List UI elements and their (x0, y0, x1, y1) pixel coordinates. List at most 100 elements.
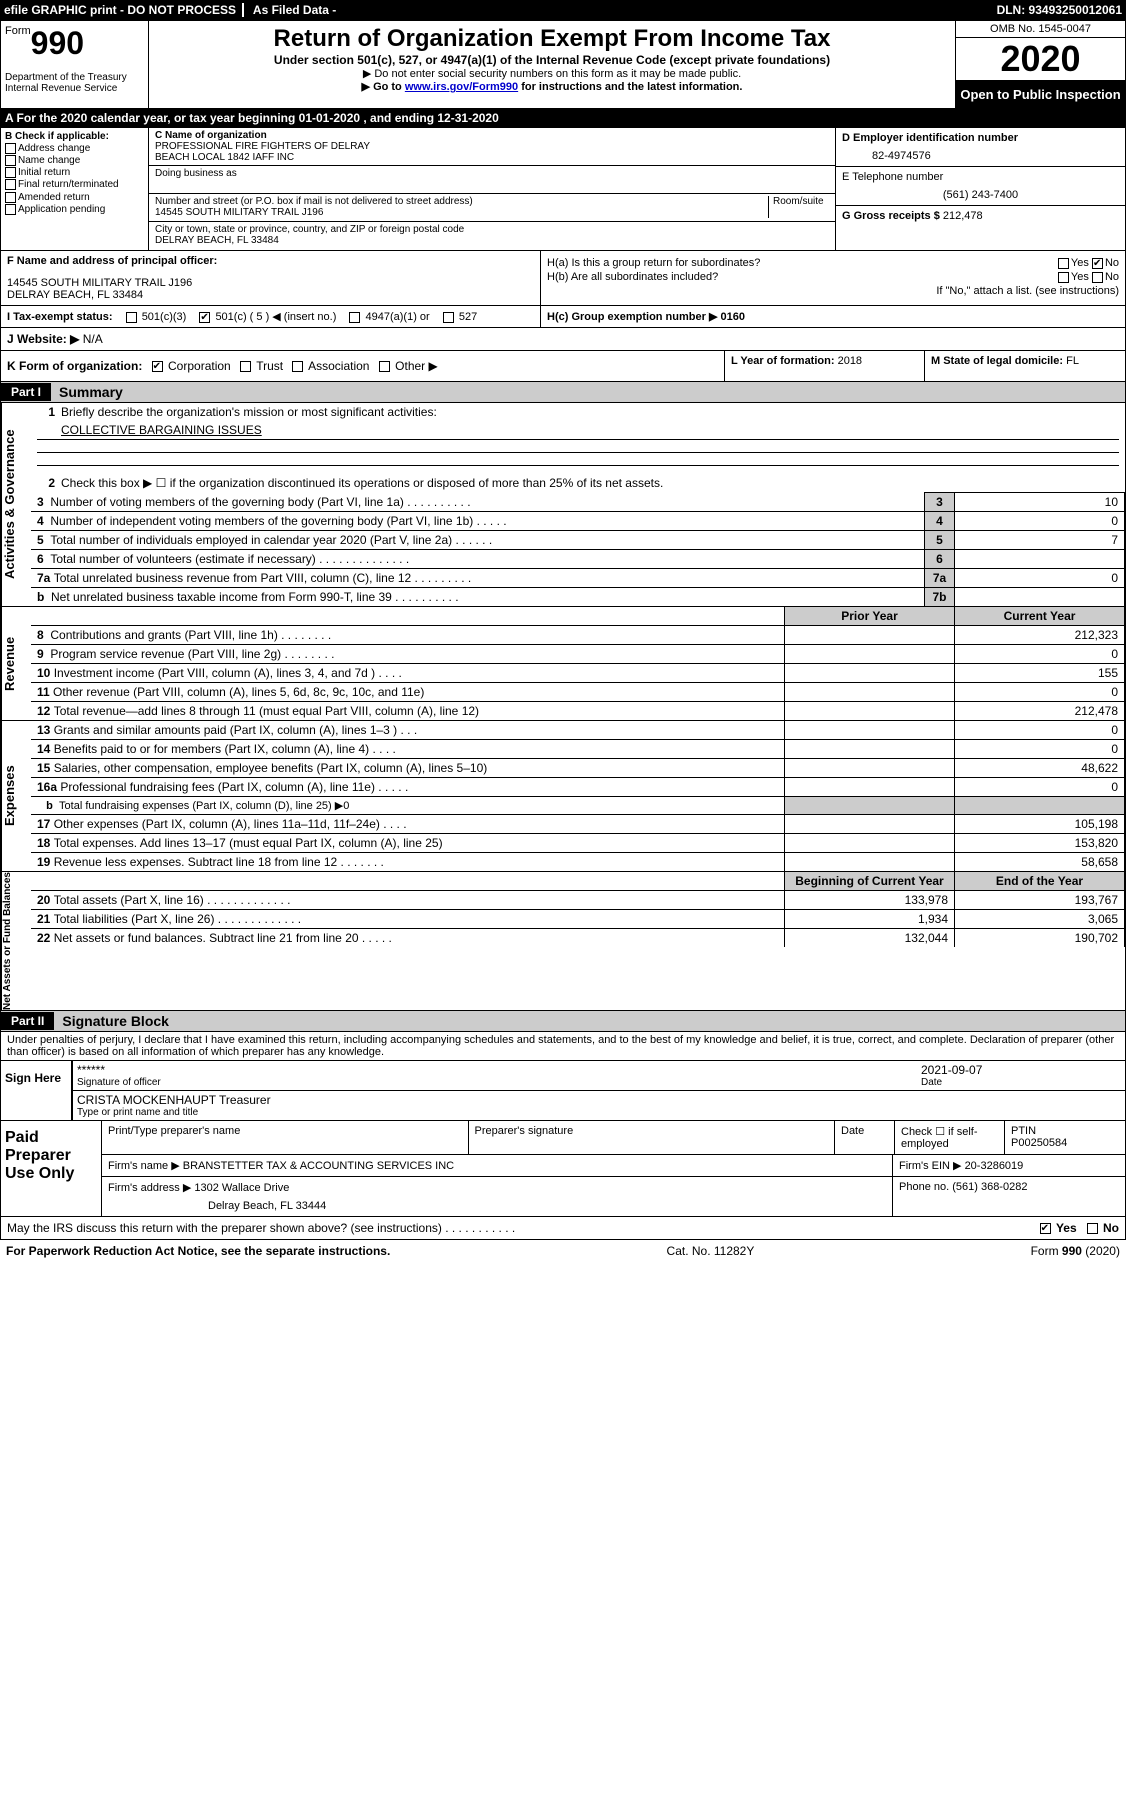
h-b: H(b) Are all subordinates included? Yes … (547, 271, 1119, 283)
section-fh: F Name and address of principal officer:… (1, 250, 1125, 305)
firm-addr2: Delray Beach, FL 33444 (108, 1194, 886, 1212)
vtab-expenses: Expenses (1, 721, 31, 871)
part2-header: Part II Signature Block (1, 1010, 1125, 1032)
netassets-table: Beginning of Current YearEnd of the Year… (31, 872, 1125, 947)
title-box: Return of Organization Exempt From Incom… (149, 21, 955, 108)
dba-row: Doing business as (149, 166, 835, 194)
website-row: J Website: ▶ N/A (1, 327, 1125, 350)
col-b: B Check if applicable: Address change Na… (1, 128, 149, 250)
section-klm: K Form of organization: Corporation Trus… (1, 350, 1125, 381)
note-goto: ▶ Go to www.irs.gov/Form990 for instruct… (153, 80, 951, 93)
tax-status: I Tax-exempt status: 501(c)(3) 501(c) ( … (1, 306, 541, 327)
header: Form990 Department of the Treasury Inter… (1, 21, 1125, 108)
street-address: 14545 SOUTH MILITARY TRAIL J196 (155, 207, 764, 218)
page-footer: For Paperwork Reduction Act Notice, see … (0, 1240, 1126, 1262)
b-title: B Check if applicable: (5, 131, 109, 142)
ptin-value: P00250584 (1011, 1137, 1067, 1149)
firm-name: BRANSTETTER TAX & ACCOUNTING SERVICES IN… (183, 1160, 454, 1172)
form-prefix: Form (5, 25, 31, 37)
form-number: 990 (31, 25, 84, 61)
revenue-table: Prior YearCurrent Year 8 Contributions a… (31, 607, 1125, 720)
open-inspection: Open to Public Inspection (956, 81, 1125, 108)
chk-name[interactable]: Name change (5, 155, 144, 166)
col-h: H(a) Is this a group return for subordin… (541, 251, 1125, 305)
asfiled-text: As Filed Data - (253, 3, 342, 17)
expenses-table: 13 Grants and similar amounts paid (Part… (31, 721, 1125, 871)
col-c: C Name of organization PROFESSIONAL FIRE… (149, 128, 835, 250)
top-bar: efile GRAPHIC print - DO NOT PROCESS As … (0, 0, 1126, 20)
form-id-box: Form990 Department of the Treasury Inter… (1, 21, 149, 108)
netassets-section: Net Assets or Fund Balances Beginning of… (1, 871, 1125, 1010)
mission: COLLECTIVE BARGAINING ISSUES (61, 423, 1119, 437)
h-c: H(c) Group exemption number ▶ 0160 (541, 306, 1125, 327)
firm-ein: 20-3286019 (965, 1160, 1024, 1172)
chk-address[interactable]: Address change (5, 143, 144, 154)
revenue-section: Revenue Prior YearCurrent Year 8 Contrib… (1, 606, 1125, 720)
chk-pending[interactable]: Application pending (5, 204, 144, 215)
paid-preparer: Paid Preparer Use Only Print/Type prepar… (1, 1120, 1125, 1216)
city-state-zip: DELRAY BEACH, FL 33484 (155, 235, 829, 246)
city-row: City or town, state or province, country… (149, 222, 835, 250)
omb-number: OMB No. 1545-0047 (956, 21, 1125, 38)
pra-notice: For Paperwork Reduction Act Notice, see … (6, 1244, 390, 1258)
sig-date: 2021-09-07 (921, 1063, 1121, 1077)
summary-table: 3 Number of voting members of the govern… (31, 492, 1125, 606)
vtab-netassets: Net Assets or Fund Balances (1, 872, 31, 1010)
phone-value: (561) 243-7400 (842, 183, 1119, 201)
expenses-section: Expenses 13 Grants and similar amounts p… (1, 720, 1125, 871)
h-a: H(a) Is this a group return for subordin… (547, 257, 1119, 269)
dept-text: Department of the Treasury (5, 72, 144, 83)
vtab-revenue: Revenue (1, 607, 31, 720)
form-subtitle: Under section 501(c), 527, or 4947(a)(1)… (153, 53, 951, 67)
gross-cell: G Gross receipts $ 212,478 (836, 206, 1125, 226)
efile-text: efile GRAPHIC print - DO NOT PROCESS (4, 3, 244, 17)
h-b-note: If "No," attach a list. (see instruction… (547, 285, 1119, 297)
ein-cell: D Employer identification number 82-4974… (836, 128, 1125, 167)
website-value: N/A (83, 332, 103, 346)
phone-cell: E Telephone number (561) 243-7400 (836, 167, 1125, 206)
note-ssn: ▶ Do not enter social security numbers o… (153, 67, 951, 80)
sign-label: Sign Here (1, 1061, 71, 1120)
gross-value: 212,478 (943, 210, 983, 222)
chk-amended[interactable]: Amended return (5, 192, 144, 203)
vtab-activities: Activities & Governance (1, 403, 31, 606)
col-f: F Name and address of principal officer:… (1, 251, 541, 305)
chk-final[interactable]: Final return/terminated (5, 179, 144, 190)
part1-header: Part I Summary (1, 381, 1125, 403)
addr-row: Number and street (or P.O. box if mail i… (149, 194, 835, 222)
section-bcdeg: B Check if applicable: Address change Na… (1, 127, 1125, 250)
part1-title: Summary (51, 382, 131, 402)
top-bar-left: efile GRAPHIC print - DO NOT PROCESS As … (4, 3, 348, 17)
row-a: A For the 2020 calendar year, or tax yea… (1, 108, 1125, 127)
irs-text: Internal Revenue Service (5, 83, 144, 94)
sign-here: Sign Here ****** Signature of officer 20… (1, 1060, 1125, 1120)
state-domicile: M State of legal domicile: FL (925, 351, 1125, 381)
section-ihc: I Tax-exempt status: 501(c)(3) 501(c) ( … (1, 305, 1125, 327)
prep-label: Paid Preparer Use Only (1, 1121, 101, 1216)
tax-year: 2020 (956, 38, 1125, 81)
form-ref: Form 990 (2020) (1031, 1244, 1120, 1258)
officer-name: CRISTA MOCKENHAUPT Treasurer (77, 1093, 1121, 1107)
firm-addr: 1302 Wallace Drive (194, 1182, 289, 1194)
may-discuss: May the IRS discuss this return with the… (1, 1216, 1125, 1239)
dln-text: DLN: 93493250012061 (997, 3, 1122, 17)
part2-title: Signature Block (54, 1011, 177, 1031)
part1-bar: Part I (1, 383, 51, 401)
org-name-2: BEACH LOCAL 1842 IAFF INC (155, 152, 829, 163)
officer-addr1: 14545 SOUTH MILITARY TRAIL J196 (7, 277, 534, 289)
form-container: Form990 Department of the Treasury Inter… (0, 20, 1126, 1240)
room-label: Room/suite (769, 196, 829, 218)
col-k: K Form of organization: Corporation Trus… (1, 351, 725, 381)
chk-initial[interactable]: Initial return (5, 167, 144, 178)
year-formation: L Year of formation: 2018 (725, 351, 925, 381)
irs-link[interactable]: www.irs.gov/Form990 (405, 81, 518, 93)
year-box: OMB No. 1545-0047 2020 Open to Public In… (955, 21, 1125, 108)
sig-declaration: Under penalties of perjury, I declare th… (1, 1032, 1125, 1060)
firm-phone: (561) 368-0282 (952, 1181, 1027, 1193)
org-name-row: C Name of organization PROFESSIONAL FIRE… (149, 128, 835, 166)
officer-addr2: DELRAY BEACH, FL 33484 (7, 289, 534, 301)
activities-section: Activities & Governance 1Briefly describ… (1, 403, 1125, 606)
part2-bar: Part II (1, 1012, 54, 1030)
org-name-1: PROFESSIONAL FIRE FIGHTERS OF DELRAY (155, 141, 829, 152)
cat-no: Cat. No. 11282Y (667, 1244, 755, 1258)
